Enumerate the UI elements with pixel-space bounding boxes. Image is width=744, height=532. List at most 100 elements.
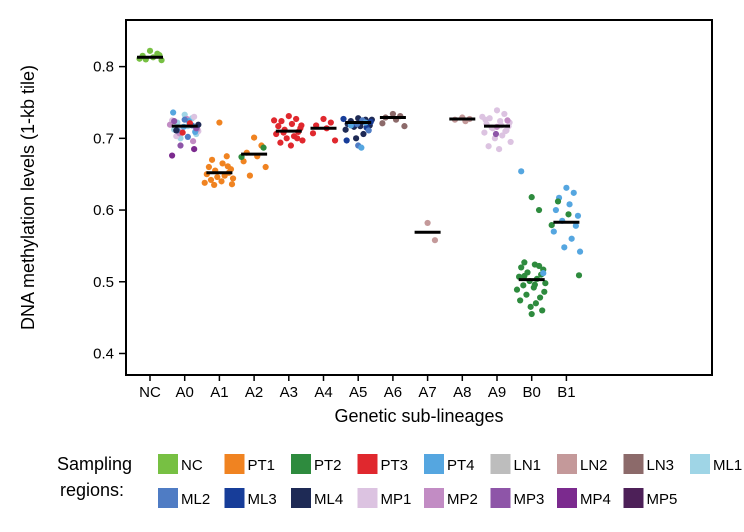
data-point <box>550 228 557 235</box>
data-point <box>528 194 535 201</box>
data-point <box>520 282 527 289</box>
data-point <box>431 237 439 244</box>
x-tick-label: A6 <box>384 384 402 401</box>
data-point <box>146 47 154 54</box>
data-point <box>379 120 386 127</box>
data-point <box>205 163 212 171</box>
x-tick-label: A9 <box>488 384 506 401</box>
data-point <box>179 129 186 136</box>
y-tick-label: 0.5 <box>93 274 114 291</box>
data-point <box>216 119 223 126</box>
data-point <box>298 122 305 129</box>
data-point <box>561 244 568 251</box>
x-tick-label: B1 <box>557 384 575 401</box>
data-point <box>485 143 492 150</box>
data-point <box>283 135 290 142</box>
data-point <box>262 163 269 171</box>
legend-swatch <box>357 488 378 508</box>
data-point <box>208 156 216 163</box>
data-point <box>501 110 508 118</box>
x-tick-label: NC <box>139 384 161 401</box>
data-point <box>528 310 535 318</box>
data-point <box>293 115 300 123</box>
data-point <box>191 113 198 120</box>
data-point <box>201 179 208 186</box>
data-point <box>285 113 292 120</box>
data-point <box>223 153 230 160</box>
y-axis: 0.4 0.5 0.6 0.7 0.8 <box>93 59 126 362</box>
data-point <box>548 222 555 229</box>
legend-label: LN1 <box>514 457 542 474</box>
legend-swatch <box>623 488 644 508</box>
data-point <box>513 286 521 293</box>
legend-label: ML3 <box>248 491 277 508</box>
data-point <box>563 184 570 191</box>
points-layer <box>136 47 584 318</box>
legend-swatch <box>357 454 378 474</box>
legend-label: PT4 <box>447 457 475 474</box>
data-point <box>287 142 294 149</box>
x-axis: NC A0 A1 A2 A3 A4 A5 A6 A7 A8 A9 B0 B1 <box>139 375 576 401</box>
data-point <box>173 127 180 134</box>
x-axis-title: Genetic sub-lineages <box>334 406 503 426</box>
x-tick-label: B0 <box>523 384 541 401</box>
data-point <box>246 172 253 179</box>
legend-label: NC <box>181 457 203 474</box>
data-point <box>424 219 431 227</box>
legend-swatch <box>424 454 444 474</box>
data-point <box>340 115 347 123</box>
data-point <box>499 132 506 139</box>
data-point <box>331 137 339 144</box>
data-point <box>521 272 528 280</box>
legend-label: MP5 <box>647 491 678 508</box>
legend-label: ML2 <box>181 491 210 508</box>
data-point <box>575 272 583 279</box>
y-tick-label: 0.8 <box>93 59 114 76</box>
data-point <box>342 126 349 133</box>
data-point <box>568 235 575 242</box>
legend: Sampling regions: NC PT1 PT2 PT3 PT4 LN1 LN2 LN… <box>57 454 742 508</box>
data-point <box>521 259 528 266</box>
data-point <box>229 175 237 182</box>
plot-frame <box>125 19 713 376</box>
x-tick-label: A2 <box>245 384 263 401</box>
data-point <box>535 206 543 214</box>
data-point <box>502 128 509 135</box>
y-tick-label: 0.7 <box>93 130 114 147</box>
data-point <box>570 189 577 196</box>
legend-swatch <box>490 488 511 508</box>
data-point <box>504 117 511 124</box>
data-point <box>535 262 543 270</box>
data-point <box>566 201 573 208</box>
legend-swatch <box>557 454 577 474</box>
data-point <box>554 198 562 205</box>
legend-label: PT1 <box>248 457 276 474</box>
data-point <box>260 144 267 151</box>
x-tick-label: A8 <box>453 384 471 401</box>
data-point <box>542 280 549 287</box>
data-point <box>507 138 514 146</box>
data-point <box>482 116 489 123</box>
data-point <box>518 168 525 175</box>
data-point <box>251 134 258 141</box>
data-point <box>166 121 174 128</box>
legend-label: MP4 <box>580 491 611 508</box>
data-point <box>219 160 226 167</box>
data-point <box>211 181 218 189</box>
data-point <box>353 135 360 142</box>
legend-swatch <box>690 454 710 474</box>
data-point <box>207 176 215 184</box>
legend-swatch <box>424 488 444 508</box>
data-point <box>496 145 503 153</box>
median-layer <box>137 55 580 282</box>
legend-swatch <box>623 454 644 474</box>
data-point <box>327 119 334 126</box>
data-point <box>299 137 306 144</box>
data-point <box>565 211 572 218</box>
data-point <box>401 123 408 130</box>
data-point <box>574 212 582 219</box>
y-tick-label: 0.6 <box>93 202 114 219</box>
legend-swatch <box>158 454 178 474</box>
data-point <box>320 115 327 123</box>
legend-label: PT2 <box>314 457 342 474</box>
